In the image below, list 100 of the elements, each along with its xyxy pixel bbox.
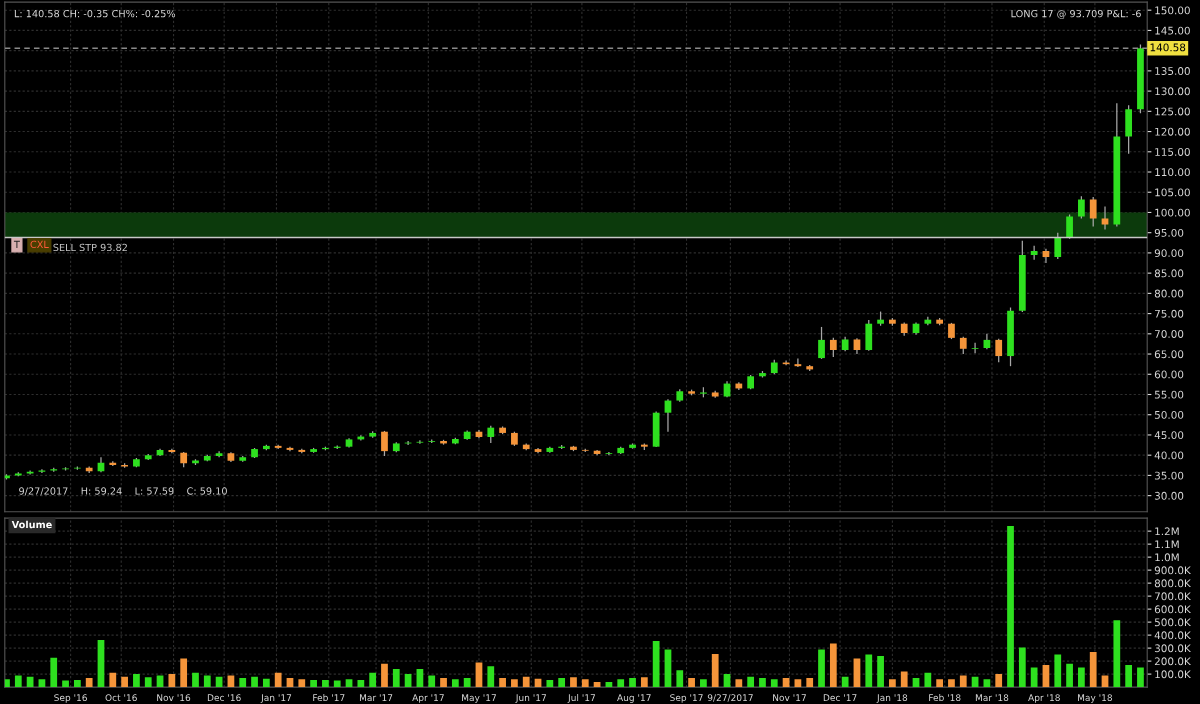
bar — [475, 662, 483, 688]
bar — [1137, 667, 1144, 688]
bar — [664, 649, 672, 688]
y-tick-label: 40.00 — [1154, 451, 1184, 460]
candlestick — [1078, 195, 1085, 220]
x-tick-label: Jul '17 — [567, 694, 595, 703]
bar — [865, 654, 873, 688]
bar — [156, 675, 164, 688]
y-tick-label: 50.00 — [1154, 410, 1184, 419]
candlestick — [1066, 213, 1073, 240]
x-tick-label: Dec '16 — [207, 694, 241, 702]
bar — [251, 676, 258, 688]
bar — [983, 679, 991, 688]
candlestick — [416, 439, 424, 445]
ref-line-label: SELL STP 93.82 — [53, 243, 127, 252]
bar — [133, 674, 140, 688]
x-tick-label: Mar '18 — [975, 694, 1009, 702]
chart-title: Volume — [11, 520, 52, 529]
bar — [310, 679, 317, 688]
bar — [1030, 667, 1038, 688]
candlestick — [829, 337, 837, 358]
annotation: CXL — [30, 240, 49, 249]
bar — [463, 678, 471, 688]
candlestick — [381, 430, 388, 457]
bar — [144, 677, 152, 688]
x-tick-label: Feb '17 — [313, 694, 345, 702]
candlestick — [995, 338, 1003, 363]
x-tick-label: Nov '17 — [773, 694, 806, 702]
bar — [50, 657, 58, 688]
y-tick-label: 145.00 — [1155, 26, 1190, 35]
bar — [262, 678, 270, 688]
bar — [711, 653, 719, 688]
bar — [617, 679, 625, 688]
x-tick-label: Apr '18 — [1028, 694, 1060, 703]
annotation: L: 140.58 CH: -0.35 CH%: -0.25% — [14, 9, 176, 18]
y-tick-label: 100.00 — [1155, 208, 1190, 217]
y-tick-label: 1.1M — [1155, 540, 1179, 549]
x-tick-label: 9/27/2017 — [707, 694, 753, 702]
candlestick — [605, 451, 613, 456]
y-tick-label: 65.00 — [1154, 350, 1184, 359]
bar — [924, 672, 932, 688]
bar — [4, 679, 10, 688]
y-tick-label: 600.0K — [1154, 605, 1192, 614]
x-tick-label: Feb '18 — [929, 694, 961, 702]
x-tick-label: Jun '17 — [515, 694, 546, 703]
x-tick-label: Apr '17 — [412, 694, 444, 703]
bar — [629, 678, 636, 688]
bar — [85, 678, 93, 688]
bar — [770, 679, 778, 688]
bar — [877, 655, 884, 688]
y-tick-label: 85.00 — [1154, 269, 1184, 278]
y-tick-label: 900.0K — [1154, 566, 1192, 575]
bar — [451, 679, 459, 688]
bar — [936, 679, 944, 688]
bar — [1113, 620, 1121, 688]
y-tick-label: 55.00 — [1154, 390, 1184, 399]
bar — [62, 680, 69, 688]
bar — [499, 678, 506, 688]
bar — [558, 678, 566, 688]
annotation: T — [13, 240, 20, 248]
y-tick-label: 200.0K — [1154, 657, 1192, 666]
y-tick-label: 500.0K — [1154, 618, 1192, 627]
bar — [121, 676, 128, 688]
bar — [829, 643, 837, 688]
bar — [14, 675, 22, 688]
x-tick-label: Nov '16 — [157, 694, 191, 702]
x-tick-label: Jan '17 — [260, 694, 292, 703]
y-tick-label: 125.00 — [1155, 107, 1190, 116]
bar — [581, 679, 589, 688]
bar — [180, 658, 188, 688]
bar — [806, 678, 814, 688]
y-tick-label: 60.00 — [1154, 370, 1184, 379]
bar — [522, 676, 530, 688]
bar — [759, 678, 766, 688]
bar — [1101, 675, 1109, 688]
candlestick — [1054, 232, 1062, 260]
bar — [1018, 647, 1026, 688]
bar — [487, 666, 495, 688]
bar — [959, 675, 967, 688]
bar — [948, 679, 955, 688]
y-tick-label: 110.00 — [1155, 168, 1190, 177]
y-tick-label: 1.0M — [1155, 553, 1179, 562]
bar — [546, 679, 554, 688]
bar — [192, 672, 199, 688]
bar — [333, 680, 341, 688]
bar — [274, 672, 282, 688]
x-tick-label: Mar '17 — [359, 694, 393, 702]
bar — [640, 677, 648, 688]
bar — [322, 679, 329, 688]
bar — [440, 678, 447, 688]
y-tick-label: 80.00 — [1154, 289, 1184, 298]
annotation: 9/27/2017 H: 59.24 L: 57.59 C: 59.10 — [19, 487, 227, 496]
y-tick-label: 100.0K — [1155, 670, 1192, 679]
bar — [38, 679, 46, 688]
bar — [1078, 667, 1085, 688]
bar — [570, 677, 577, 688]
y-tick-label: 115.00 — [1155, 148, 1190, 156]
y-tick-label: 45.00 — [1154, 431, 1184, 440]
bar — [747, 676, 755, 688]
y-tick-label: 75.00 — [1155, 309, 1184, 318]
